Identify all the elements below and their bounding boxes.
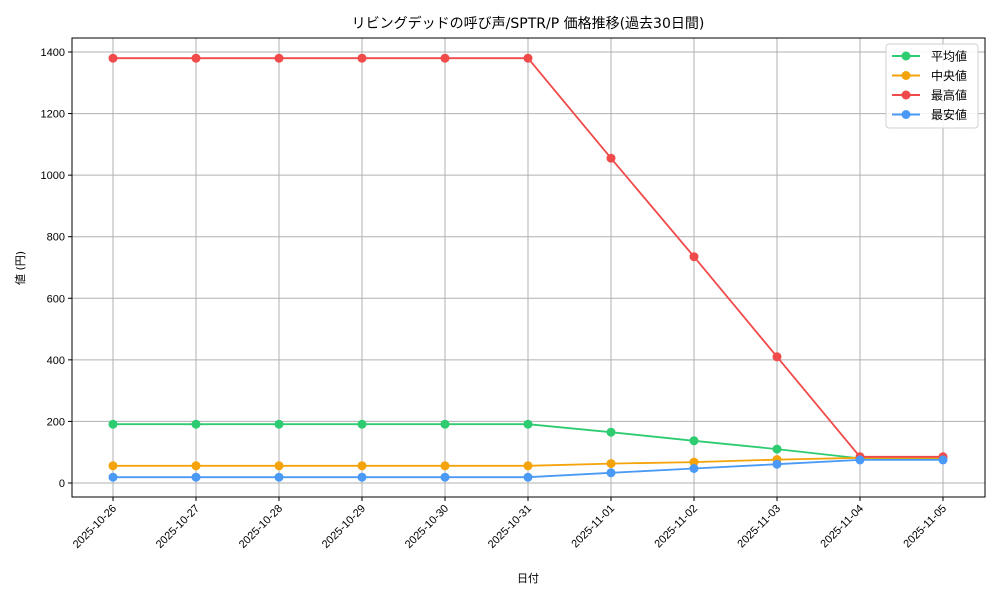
- x-tick-label: 2025-11-02: [652, 503, 700, 551]
- x-tick-label: 2025-10-29: [320, 503, 368, 551]
- data-point: [440, 472, 450, 482]
- data-point: [772, 444, 782, 454]
- data-point: [357, 53, 367, 63]
- data-point: [357, 419, 367, 429]
- y-tick-label: 400: [47, 355, 65, 367]
- data-point: [357, 461, 367, 471]
- data-point: [274, 419, 284, 429]
- data-point: [689, 464, 699, 473]
- data-point: [274, 53, 284, 63]
- y-tick-label: 600: [47, 293, 65, 305]
- data-point: [191, 419, 201, 429]
- y-tick-label: 800: [47, 232, 65, 244]
- x-tick-label: 2025-11-03: [735, 503, 783, 551]
- data-point: [689, 252, 699, 262]
- legend-label: 平均値: [931, 49, 967, 64]
- x-axis-label: 日付: [517, 572, 539, 585]
- x-tick-label: 2025-10-31: [486, 503, 534, 551]
- data-point: [108, 472, 118, 482]
- y-tick-label: 0: [59, 478, 65, 490]
- legend-label: 最高値: [931, 88, 967, 103]
- y-axis: 0 200 400 600 800 1000 1200 1400: [41, 47, 72, 490]
- data-point: [108, 461, 118, 471]
- data-point: [274, 472, 284, 482]
- data-point: [606, 153, 616, 163]
- series-2: [108, 53, 948, 462]
- legend-label: 最安値: [931, 107, 967, 122]
- x-tick-label: 2025-10-28: [237, 503, 285, 551]
- legend-box: [885, 43, 979, 129]
- legend-label: 中央値: [931, 68, 967, 83]
- data-point: [440, 53, 450, 63]
- data-point: [523, 53, 533, 63]
- data-point: [191, 53, 201, 63]
- data-point: [772, 459, 782, 469]
- data-point: [523, 419, 533, 429]
- series-lines: [108, 53, 948, 482]
- data-point: [855, 455, 865, 465]
- y-tick-label: 200: [47, 416, 65, 428]
- data-point: [191, 461, 201, 471]
- data-point: [606, 468, 616, 478]
- legend-marker: [901, 90, 911, 100]
- data-point: [606, 459, 616, 469]
- legend-marker: [901, 110, 911, 119]
- data-point: [357, 472, 367, 482]
- data-point: [523, 472, 533, 482]
- x-tick-label: 2025-11-05: [901, 503, 949, 551]
- data-point: [772, 352, 782, 362]
- x-tick-label: 2025-11-01: [569, 503, 617, 551]
- data-point: [440, 419, 450, 429]
- series-3: [108, 455, 948, 482]
- data-point: [938, 455, 948, 465]
- data-point: [191, 472, 201, 482]
- y-tick-label: 1400: [41, 47, 65, 59]
- data-point: [108, 53, 118, 63]
- x-axis: 2025-10-26 2025-10-27 2025-10-28 2025-10-29…: [71, 497, 949, 551]
- y-axis-label: 値 (円): [14, 251, 27, 285]
- data-point: [689, 436, 699, 446]
- y-tick-label: 1000: [41, 170, 65, 182]
- data-point: [440, 461, 450, 471]
- x-tick-label: 2025-11-04: [818, 503, 866, 551]
- x-tick-label: 2025-10-26: [71, 503, 119, 551]
- data-point: [274, 461, 284, 471]
- data-point: [606, 427, 616, 437]
- legend-marker: [901, 71, 911, 80]
- data-point: [523, 461, 533, 471]
- y-tick-label: 1200: [41, 109, 65, 121]
- data-point: [689, 457, 699, 467]
- data-point: [108, 419, 118, 429]
- x-tick-label: 2025-10-27: [154, 503, 202, 551]
- legend-marker: [901, 51, 911, 61]
- x-tick-label: 2025-10-30: [403, 503, 451, 551]
- chart-title: リビングデッドの呼び声/SPTR/P 価格推移(過去30日間): [352, 15, 705, 32]
